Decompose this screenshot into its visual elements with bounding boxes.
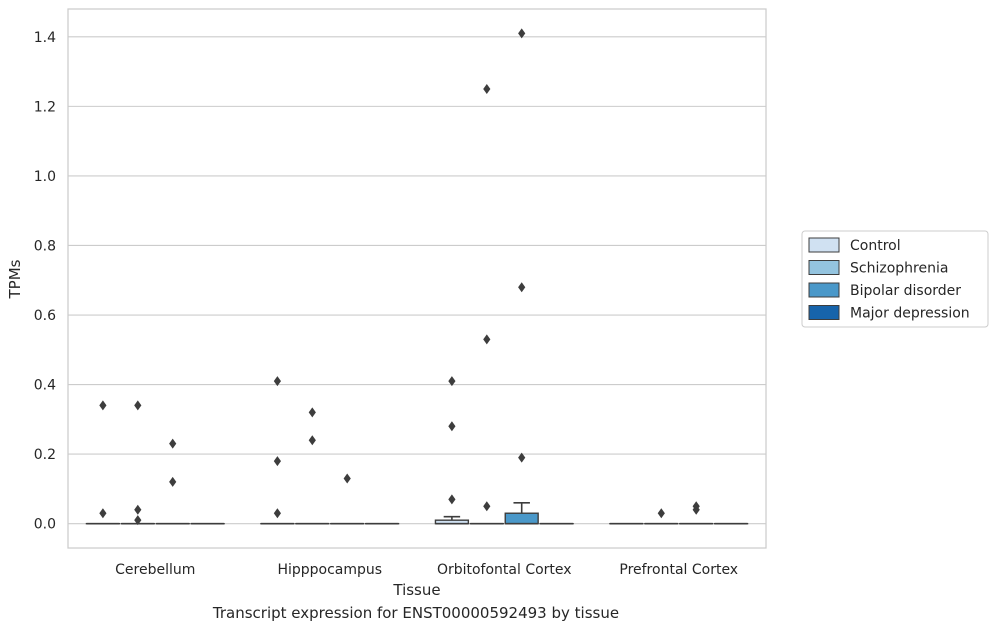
- outlier-point: [518, 282, 526, 293]
- outlier-point: [308, 435, 316, 446]
- x-axis-ticks: Cerebellum Hipppocampus Orbitofontal Corte…: [115, 562, 738, 578]
- x-tick-label: Cerebellum: [115, 562, 195, 578]
- legend-swatch: [808, 237, 840, 253]
- outlier-point: [169, 438, 177, 449]
- outlier-point: [483, 83, 491, 94]
- y-tick-label: 0.8: [34, 238, 56, 254]
- outlier-point: [169, 476, 177, 487]
- plot-area-frame: [67, 8, 767, 549]
- y-tick-label: 0.4: [34, 378, 56, 394]
- y-tick-label: 1.0: [34, 169, 56, 185]
- box: [504, 512, 539, 525]
- outlier-point: [518, 28, 526, 39]
- legend-frame: [801, 230, 989, 328]
- boxplot-marks: [85, 28, 749, 526]
- outlier-point: [518, 452, 526, 463]
- legend-swatch: [808, 305, 840, 320]
- grid-lines: [68, 36, 766, 525]
- y-axis-ticks: 0.0 0.2 0.4 0.6 0.8 1.0 1.2 1.4: [34, 30, 56, 533]
- legend-label: Schizophrenia: [850, 261, 948, 277]
- outlier-point: [483, 334, 491, 345]
- outlier-point: [308, 407, 316, 418]
- outlier-point: [273, 456, 281, 467]
- x-tick-label: Orbitofontal Cortex: [437, 562, 572, 578]
- outlier-point: [657, 508, 665, 519]
- y-tick-label: 0.6: [34, 308, 56, 324]
- legend-label: Control: [850, 238, 901, 254]
- y-tick-label: 0.2: [34, 447, 56, 463]
- outlier-point: [343, 473, 351, 484]
- outlier-point: [99, 400, 107, 411]
- outlier-point: [134, 504, 142, 515]
- outlier-point: [134, 400, 142, 411]
- outlier-point: [483, 501, 491, 512]
- outlier-point: [448, 376, 456, 387]
- outlier-point: [273, 376, 281, 387]
- outlier-point: [273, 508, 281, 519]
- legend-swatch: [808, 260, 840, 275]
- y-tick-label: 1.2: [34, 99, 56, 115]
- legend-label: Bipolar disorder: [850, 283, 961, 299]
- x-tick-label: Prefrontal Cortex: [619, 562, 738, 578]
- outlier-point: [692, 504, 700, 515]
- outlier-point: [448, 494, 456, 505]
- legend-label: Major depression: [850, 306, 970, 322]
- chart-caption: Transcript expression for ENST0000059249…: [212, 604, 620, 622]
- outlier-point: [99, 508, 107, 519]
- legend-swatch: [808, 282, 840, 298]
- y-tick-label: 1.4: [34, 30, 56, 46]
- outlier-point: [448, 421, 456, 432]
- outlier-point: [134, 515, 142, 526]
- legend: Control Schizophrenia Bipolar disorder Majo…: [801, 230, 989, 328]
- x-tick-label: Hipppocampus: [277, 562, 382, 578]
- y-tick-label: 0.0: [34, 517, 56, 533]
- x-axis-label: Tissue: [392, 581, 440, 599]
- y-axis-label: TPMs: [6, 259, 24, 299]
